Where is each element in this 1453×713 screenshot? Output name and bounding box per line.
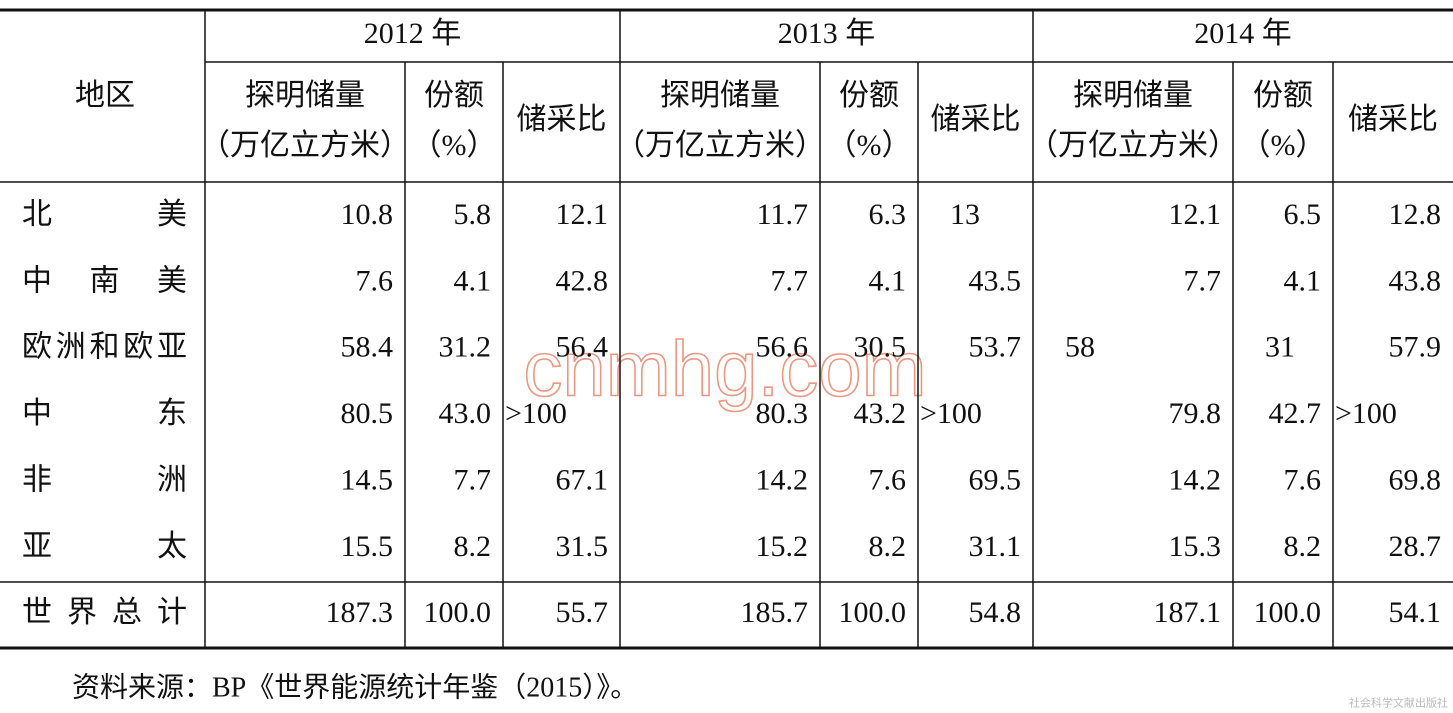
cell-value: 15.5	[341, 530, 394, 563]
region-header: 地区	[75, 79, 135, 112]
column-header: （万亿立方米）	[1028, 129, 1238, 162]
year-header: 2014 年	[1194, 17, 1292, 50]
cell-value: 42.7	[1269, 397, 1322, 430]
source-note: 资料来源：BP《世界能源统计年鉴（2015）》。	[72, 671, 638, 703]
year-header: 2012 年	[364, 17, 462, 50]
cell-value: 43.2	[854, 397, 907, 430]
region-name: 中南美	[22, 264, 187, 297]
cell-value: 187.1	[1154, 596, 1222, 629]
cell-value: >100	[505, 397, 567, 430]
cell-value: 67.1	[556, 463, 609, 496]
column-header: （万亿立方米）	[200, 129, 410, 162]
cell-value: 54.1	[1389, 596, 1442, 629]
cell-value: 55.7	[556, 596, 609, 629]
region-name: 中东	[22, 397, 187, 430]
cell-value: 58.4	[341, 331, 394, 364]
cell-value: 100.0	[1254, 596, 1322, 629]
cell-value: 7.6	[356, 264, 394, 297]
cell-value: >100	[1335, 397, 1397, 430]
cell-value: 53.7	[969, 331, 1022, 364]
column-header: 探明储量	[1073, 79, 1193, 112]
cell-value: 10.8	[341, 198, 394, 231]
cell-value: 15.2	[756, 530, 809, 563]
region-name: 亚太	[22, 530, 187, 563]
column-header: 储采比	[1348, 103, 1438, 136]
region-name: 非洲	[22, 463, 187, 496]
cell-value: 79.8	[1169, 397, 1222, 430]
cell-value: 31.2	[439, 331, 492, 364]
cell-value: 4.1	[454, 264, 492, 297]
cell-value: 12.1	[1169, 198, 1222, 231]
column-header: 份额	[424, 79, 484, 112]
cell-value: 13	[950, 198, 980, 231]
cell-value: 31.5	[556, 530, 609, 563]
cell-value: 4.1	[1284, 264, 1322, 297]
region-name: 欧洲和欧亚	[22, 331, 187, 364]
column-header: （%）	[827, 129, 912, 162]
cell-value: 30.5	[854, 331, 907, 364]
cell-value: 69.8	[1389, 463, 1442, 496]
cell-value: 8.2	[1284, 530, 1322, 563]
cell-value: 5.8	[454, 198, 492, 231]
cell-value: 43.0	[439, 397, 492, 430]
cell-value: 6.3	[869, 198, 907, 231]
cell-value: 69.5	[969, 463, 1022, 496]
column-header: 探明储量	[245, 79, 365, 112]
cell-value: 11.7	[757, 198, 808, 231]
column-header: 份额	[1253, 79, 1313, 112]
cell-value: 31	[1265, 331, 1295, 364]
cell-value: 58	[1065, 331, 1095, 364]
cell-value: 43.8	[1389, 264, 1442, 297]
column-header: （万亿立方米）	[615, 129, 825, 162]
cell-value: 80.5	[341, 397, 394, 430]
watermark: cnmhg.com	[523, 325, 926, 413]
column-header: 探明储量	[660, 79, 780, 112]
cell-value: 14.2	[756, 463, 809, 496]
cell-value: 42.8	[556, 264, 609, 297]
cell-value: 54.8	[969, 596, 1022, 629]
year-header: 2013 年	[778, 17, 876, 50]
cell-value: 100.0	[424, 596, 492, 629]
cell-value: 14.5	[341, 463, 394, 496]
column-header: （%）	[412, 129, 497, 162]
cell-value: 8.2	[454, 530, 492, 563]
cell-value: 4.1	[869, 264, 907, 297]
cell-value: 7.7	[454, 463, 492, 496]
cell-value: 7.6	[1284, 463, 1322, 496]
region-name: 北美	[22, 198, 187, 231]
corner-mark: 社会科学文献出版社	[1349, 696, 1448, 710]
cell-value: 12.1	[556, 198, 609, 231]
cell-value: 187.3	[326, 596, 394, 629]
cell-value: 185.7	[741, 596, 809, 629]
column-header: 储采比	[517, 103, 607, 136]
cell-value: 6.5	[1284, 198, 1322, 231]
column-header: 储采比	[931, 103, 1021, 136]
cell-value: 14.2	[1169, 463, 1222, 496]
cell-value: 7.6	[869, 463, 907, 496]
region-name: 世界总计	[22, 596, 187, 629]
column-header: 份额	[839, 79, 899, 112]
cell-value: 56.4	[556, 331, 609, 364]
cell-value: 28.7	[1389, 530, 1442, 563]
cell-value: 57.9	[1389, 331, 1442, 364]
cell-value: 31.1	[969, 530, 1022, 563]
cell-value: 100.0	[839, 596, 907, 629]
cell-value: 7.7	[1184, 264, 1222, 297]
cell-value: 7.7	[771, 264, 809, 297]
column-header: （%）	[1241, 129, 1326, 162]
cell-value: 15.3	[1169, 530, 1222, 563]
cell-value: 80.3	[756, 397, 809, 430]
cell-value: 56.6	[756, 331, 809, 364]
cell-value: 12.8	[1389, 198, 1442, 231]
cell-value: 43.5	[969, 264, 1022, 297]
cell-value: 8.2	[869, 530, 907, 563]
cell-value: >100	[920, 397, 982, 430]
